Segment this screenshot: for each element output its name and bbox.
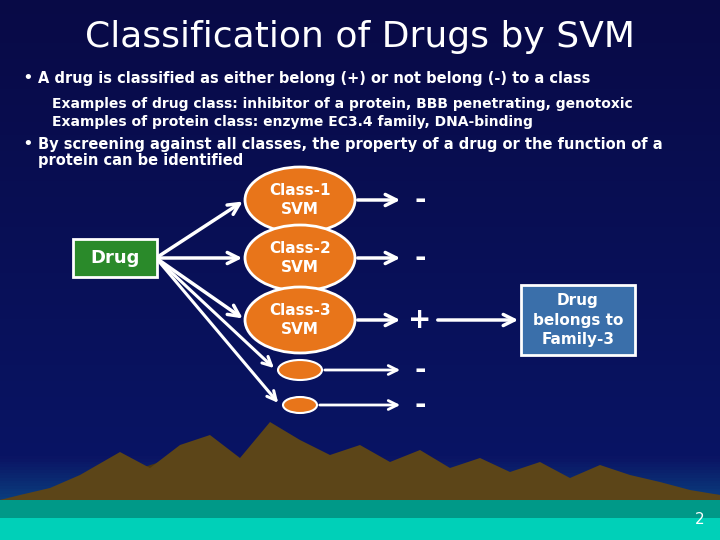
Text: -: - [414,186,426,214]
Text: A drug is classified as either belong (+) or not belong (-) to a class: A drug is classified as either belong (+… [38,71,590,85]
Polygon shape [0,458,720,500]
Polygon shape [0,422,720,500]
Text: -: - [414,244,426,272]
Text: Class-3
SVM: Class-3 SVM [269,303,330,337]
FancyBboxPatch shape [521,285,635,355]
Ellipse shape [283,397,317,413]
Text: Class-1
SVM: Class-1 SVM [269,183,330,217]
Ellipse shape [278,360,322,380]
Text: •: • [22,135,32,153]
FancyBboxPatch shape [73,239,157,277]
Text: Class-2
SVM: Class-2 SVM [269,241,331,275]
Text: Classification of Drugs by SVM: Classification of Drugs by SVM [85,20,635,54]
Text: -: - [414,356,426,384]
Text: Examples of protein class: enzyme EC3.4 family, DNA-binding: Examples of protein class: enzyme EC3.4 … [52,115,533,129]
Ellipse shape [245,167,355,233]
Ellipse shape [245,287,355,353]
Text: Drug
belongs to
Family-3: Drug belongs to Family-3 [533,293,624,347]
Text: 2: 2 [696,512,705,528]
Text: -: - [414,391,426,419]
Text: Examples of drug class: inhibitor of a protein, BBB penetrating, genotoxic: Examples of drug class: inhibitor of a p… [52,97,633,111]
Text: Drug: Drug [90,249,140,267]
Text: •: • [22,69,32,87]
Text: By screening against all classes, the property of a drug or the function of a: By screening against all classes, the pr… [38,137,662,152]
Text: +: + [408,306,432,334]
Text: protein can be identified: protein can be identified [38,153,243,168]
Ellipse shape [245,225,355,291]
